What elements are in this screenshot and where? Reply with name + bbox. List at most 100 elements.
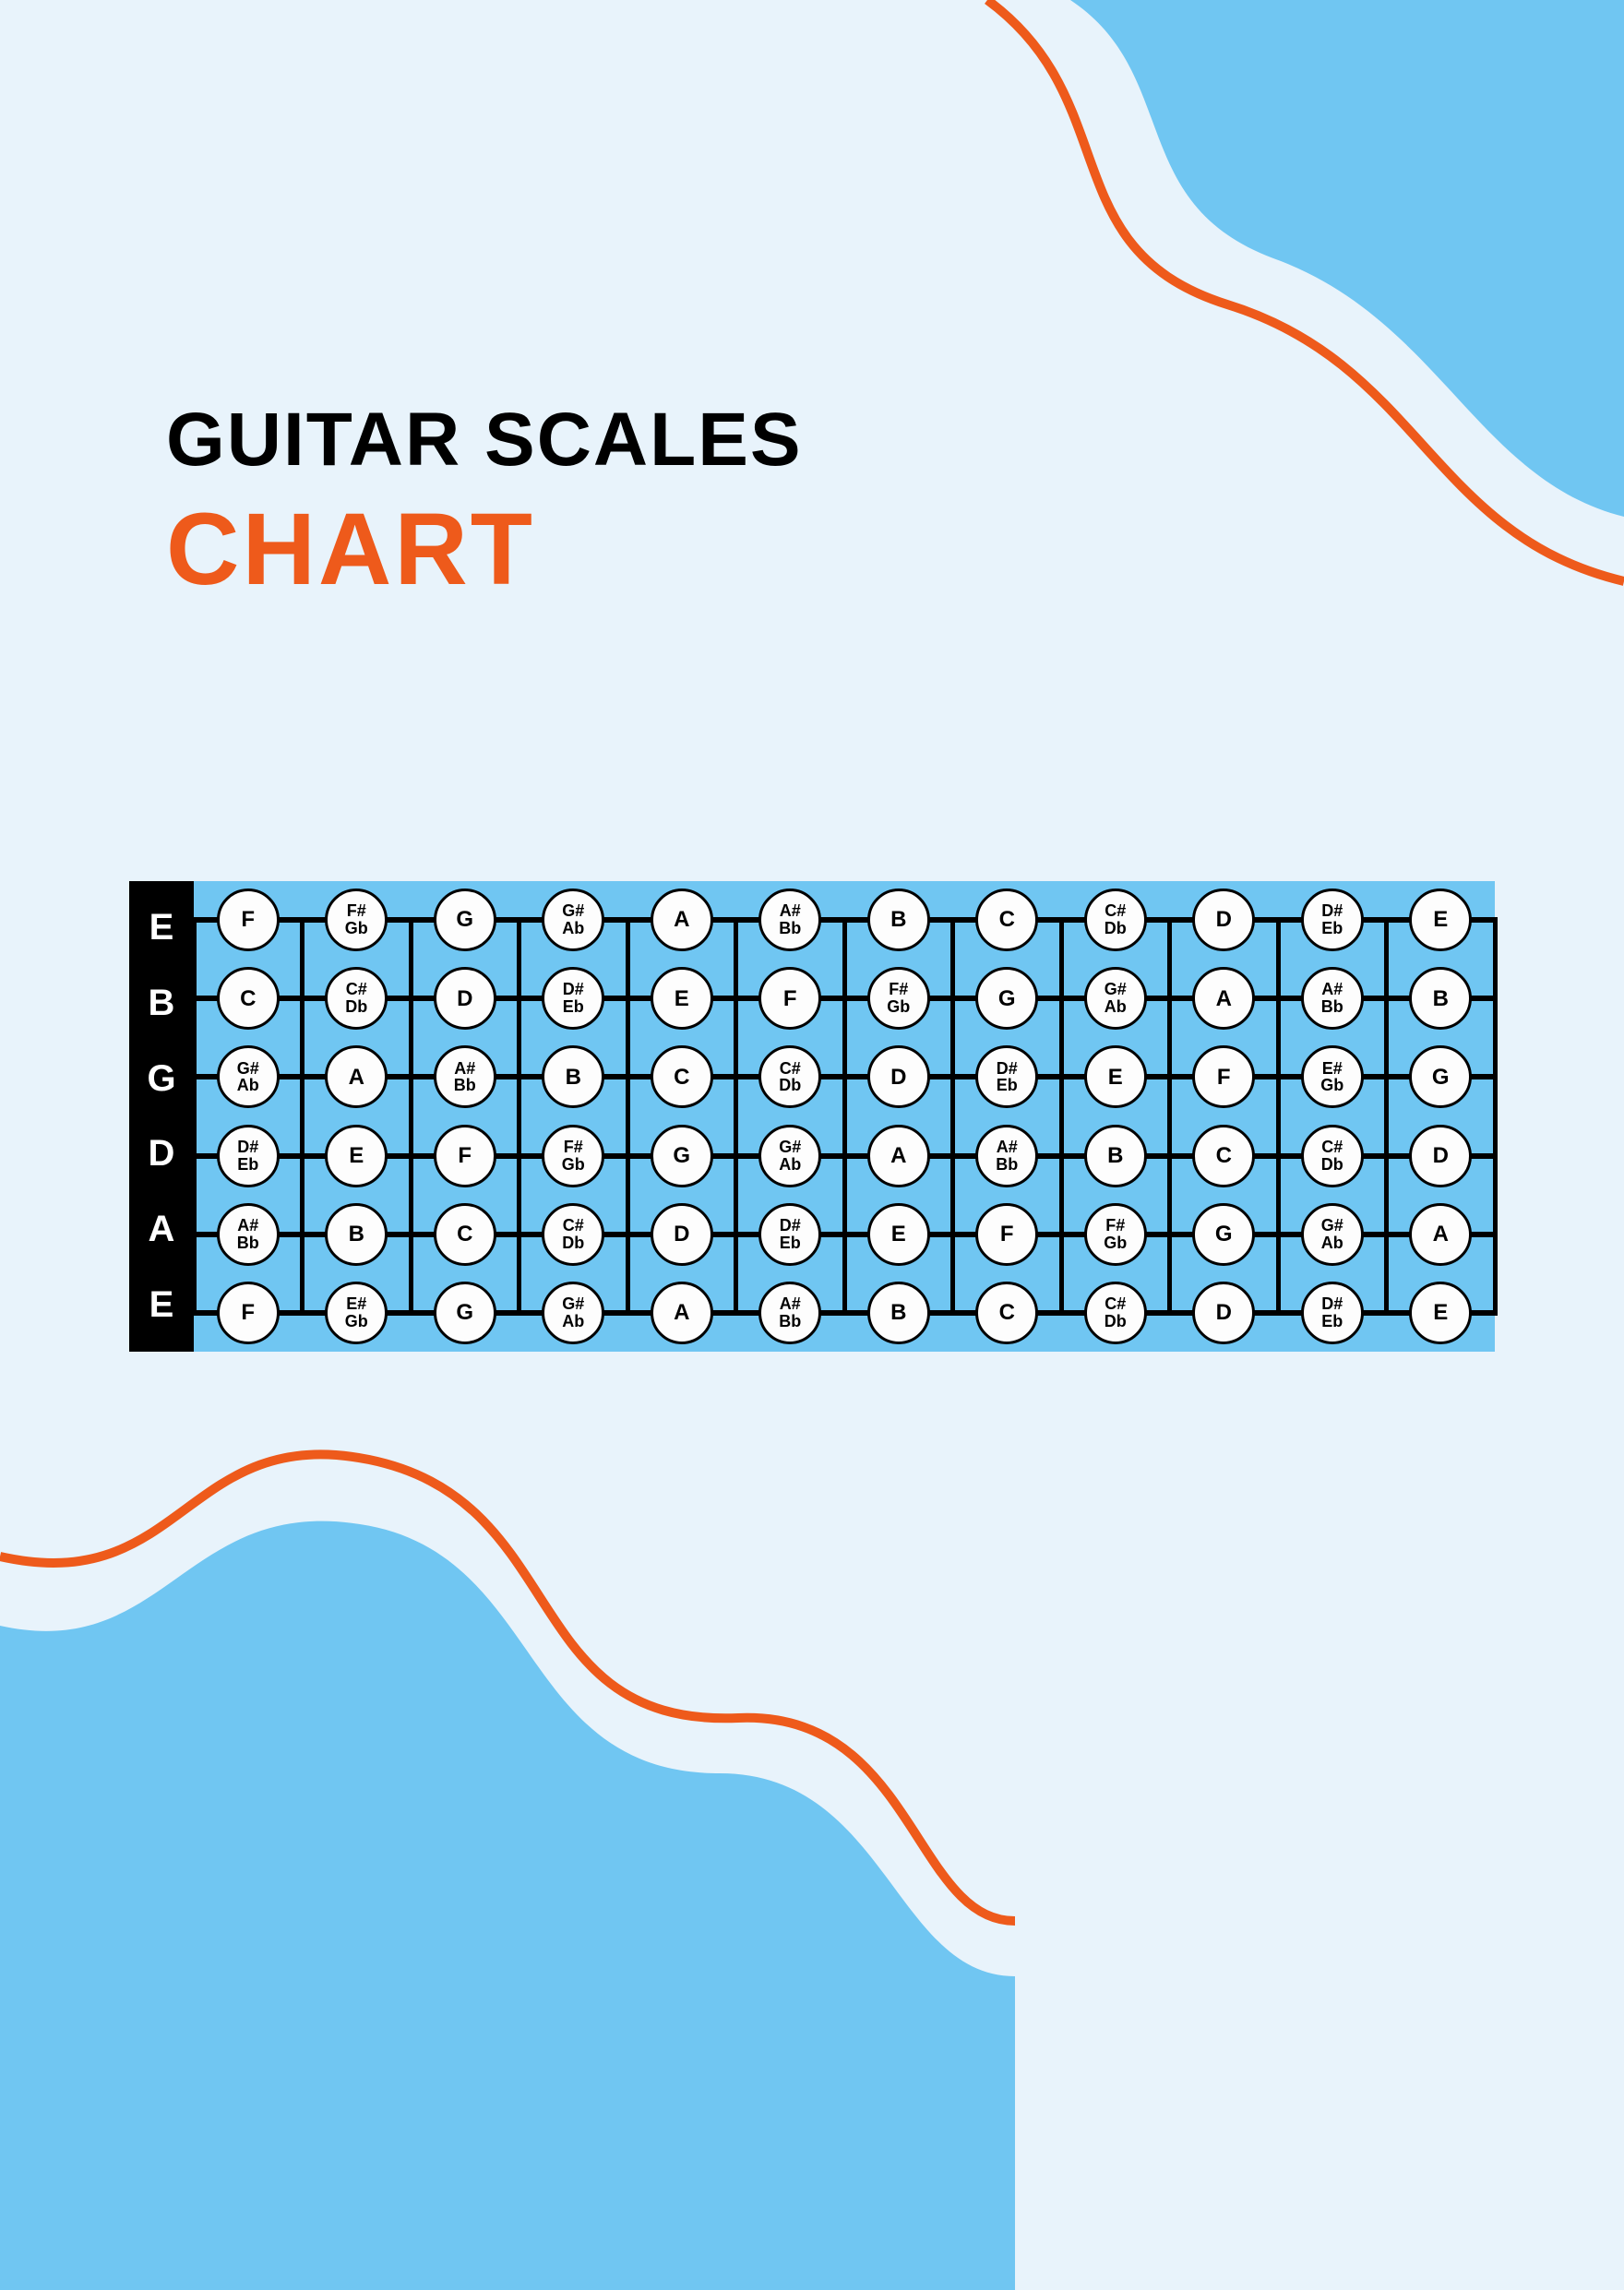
fret-note: D [1192, 889, 1255, 951]
fret-note-text: G# [779, 1139, 801, 1156]
fret-note-text: C# [1105, 902, 1126, 920]
fret-note: A [867, 1125, 930, 1187]
fret-note-text: Bb [454, 1077, 476, 1094]
fret-note-text: C# [563, 1217, 584, 1234]
title-line-2: CHART [166, 491, 803, 608]
fret-note-text: F [241, 908, 255, 931]
string-label: D [149, 1133, 175, 1175]
fret-note-text: C# [1321, 1139, 1343, 1156]
string-label: G [147, 1058, 175, 1100]
fret-line [409, 917, 413, 1316]
fret-note: E [1084, 1045, 1147, 1108]
fret-line [517, 917, 521, 1316]
fret-note-text: B [1107, 1144, 1123, 1167]
fret-note-text: E [1433, 908, 1448, 931]
fret-note-text: Gb [887, 998, 910, 1016]
fret-note-text: D# [780, 1217, 801, 1234]
fret-note-text: D [1216, 908, 1232, 931]
fret-note: D#Eb [217, 1125, 280, 1187]
fret-note-text: A# [1321, 981, 1343, 998]
fret-note-text: E [349, 1144, 364, 1167]
fret-note-text: E [1108, 1066, 1123, 1089]
fret-note-text: G# [562, 902, 584, 920]
fret-note: C [975, 889, 1038, 951]
fret-note: F#Gb [542, 1125, 604, 1187]
fret-note-text: D [674, 1223, 689, 1246]
fret-note: E [325, 1125, 388, 1187]
fret-note: F#Gb [867, 967, 930, 1030]
fret-note-text: Bb [996, 1156, 1018, 1174]
fret-note: D [434, 967, 496, 1030]
fretboard: EBGDAE FF#GbGG#AbAA#BbBCC#DbDD#EbECC#DbD… [129, 881, 1495, 1352]
fret-note: C#Db [1084, 1282, 1147, 1344]
fret-note-text: A [1433, 1223, 1449, 1246]
fret-note-text: A# [237, 1217, 258, 1234]
string-label: E [149, 907, 174, 948]
fret-note-text: F [1217, 1066, 1231, 1089]
fret-note-text: D# [997, 1060, 1018, 1078]
fret-note: A#Bb [217, 1203, 280, 1266]
fret-note-text: E# [346, 1295, 366, 1313]
fret-note: E [651, 967, 713, 1030]
fret-note-text: Ab [1105, 998, 1127, 1016]
fret-note: F [975, 1203, 1038, 1266]
fret-note: C [217, 967, 280, 1030]
fret-note-text: G [456, 1301, 473, 1324]
fret-note: A#Bb [1301, 967, 1364, 1030]
fret-note-text: F [1000, 1223, 1014, 1246]
fret-line [192, 917, 197, 1316]
fret-note: B [867, 1282, 930, 1344]
fret-line [842, 917, 847, 1316]
fret-note-text: E [1433, 1301, 1448, 1324]
fret-note-text: F# [564, 1139, 583, 1156]
fret-note-text: F [458, 1144, 472, 1167]
fret-line [300, 917, 304, 1316]
fret-note-text: Eb [563, 998, 584, 1016]
fret-note: G#Ab [1301, 1203, 1364, 1266]
fret-note: G [434, 889, 496, 951]
fret-note-text: Db [779, 1077, 801, 1094]
fret-note: E [867, 1203, 930, 1266]
fret-note-text: Ab [562, 920, 584, 937]
fret-note-text: A# [454, 1060, 475, 1078]
fret-note-text: Db [1321, 1156, 1343, 1174]
fret-note-text: B [349, 1223, 364, 1246]
fret-note: C [434, 1203, 496, 1266]
fret-note-text: B [1433, 987, 1449, 1010]
fret-note-text: Db [1105, 920, 1127, 937]
fret-note: A [1192, 967, 1255, 1030]
fret-note: D [867, 1045, 930, 1108]
fret-note-text: Bb [779, 920, 801, 937]
fret-note-text: A [349, 1066, 364, 1089]
fret-note-text: E [891, 1223, 906, 1246]
fret-note-text: D [890, 1066, 906, 1089]
fret-note-text: Gb [345, 920, 368, 937]
fret-note: F [434, 1125, 496, 1187]
fret-note: F [1192, 1045, 1255, 1108]
fret-note: E#Gb [325, 1282, 388, 1344]
fret-note: D#Eb [1301, 1282, 1364, 1344]
fret-note: G [651, 1125, 713, 1187]
fret-note-text: D# [237, 1139, 258, 1156]
fret-line [1276, 917, 1281, 1316]
fret-note-text: C [999, 908, 1015, 931]
fret-note: C [975, 1282, 1038, 1344]
fret-note-text: Db [345, 998, 367, 1016]
fret-line [1167, 917, 1172, 1316]
fret-note: C#Db [1084, 889, 1147, 951]
fret-note-text: C [999, 1301, 1015, 1324]
fret-note-text: D [1433, 1144, 1449, 1167]
string-label: A [149, 1209, 175, 1250]
fret-line [1493, 917, 1498, 1316]
fret-note-text: C [240, 987, 256, 1010]
fret-note-text: A [674, 908, 689, 931]
fret-line [1384, 917, 1389, 1316]
fret-line [950, 917, 955, 1316]
fret-note-text: C [674, 1066, 689, 1089]
fret-note: B [867, 889, 930, 951]
fret-note: G#Ab [542, 889, 604, 951]
fret-note-text: G# [237, 1060, 259, 1078]
string-labels-bar: EBGDAE [129, 881, 194, 1352]
fret-note: G [1409, 1045, 1472, 1108]
fret-note: C#Db [1301, 1125, 1364, 1187]
